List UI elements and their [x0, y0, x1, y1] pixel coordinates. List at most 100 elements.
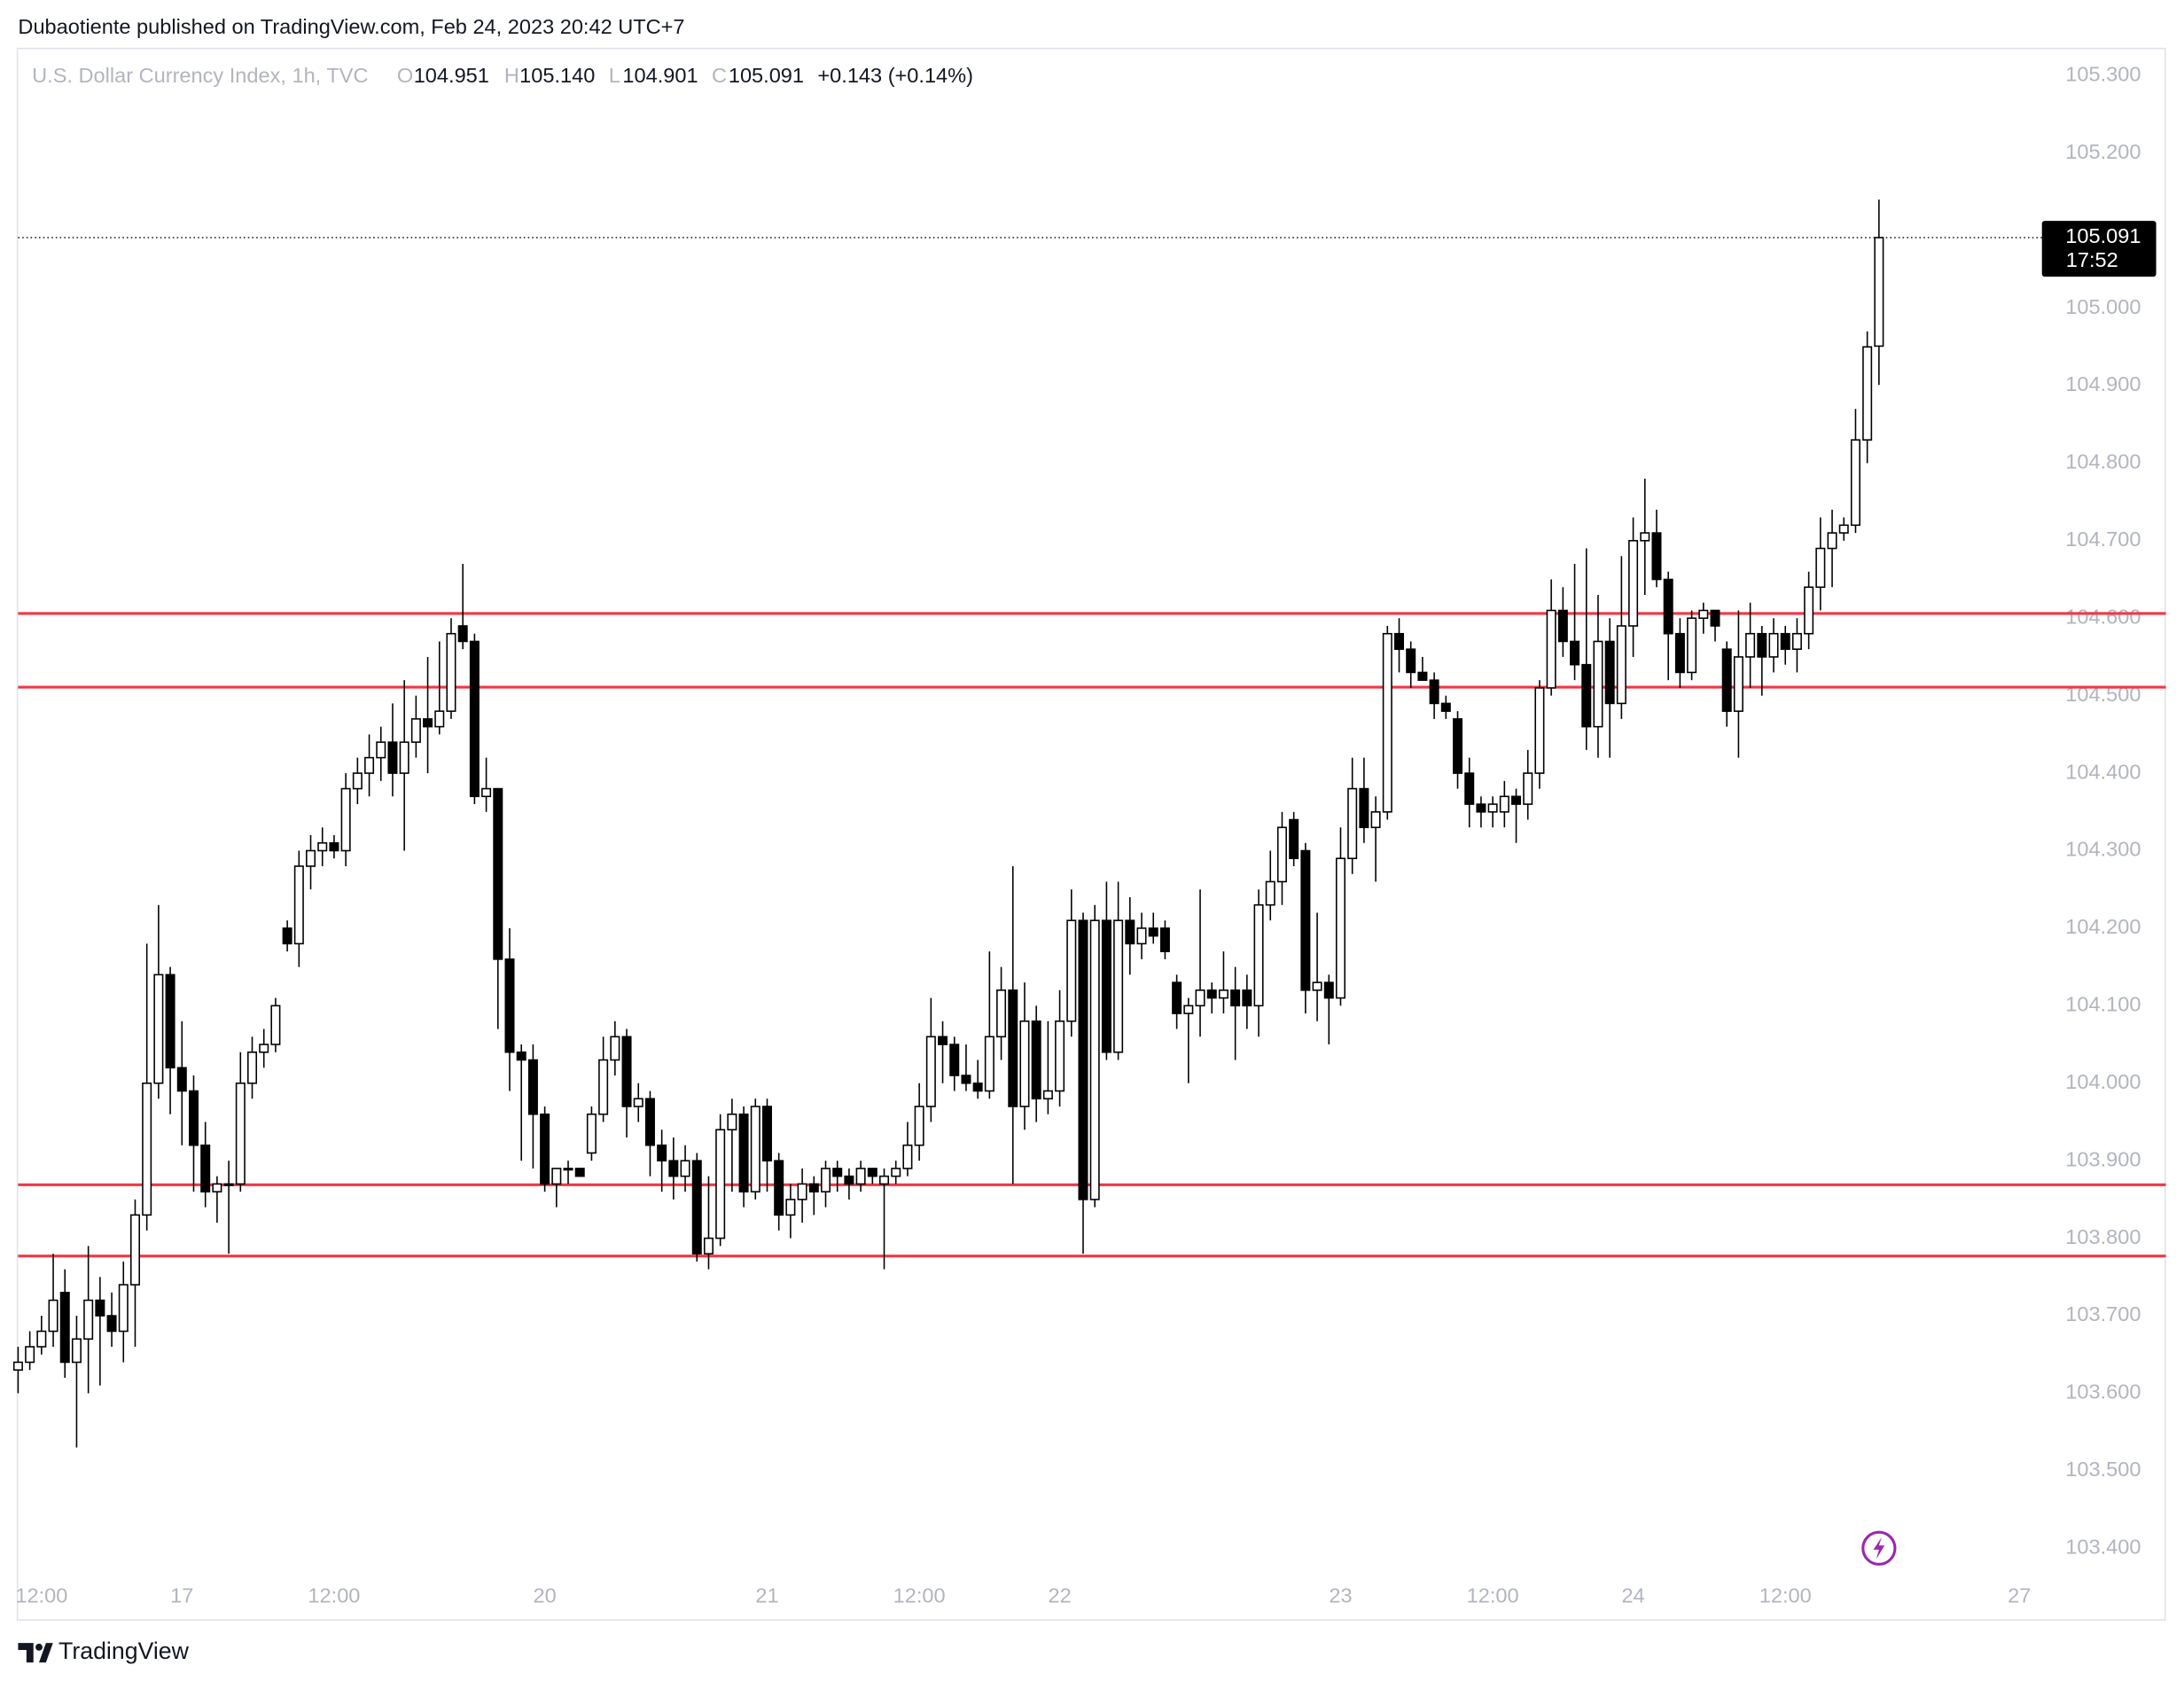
candle-body	[1055, 1020, 1065, 1092]
candle-body	[902, 1144, 913, 1169]
candle-body	[644, 1098, 655, 1146]
x-tick-label: 17	[170, 1584, 193, 1607]
candle-body	[200, 1144, 211, 1192]
candle-body	[657, 1144, 667, 1161]
candle-body	[1148, 927, 1158, 937]
candle-body	[118, 1284, 129, 1333]
candle-body	[1804, 586, 1814, 635]
y-tick-label: 104.100	[2065, 993, 2141, 1016]
candle-body	[1570, 640, 1580, 666]
candle-body	[1628, 540, 1639, 627]
candle-body	[1511, 795, 1522, 805]
published-line: Dubaotiente published on TradingView.com…	[18, 15, 684, 38]
candle-body	[340, 787, 351, 852]
candle-body	[1136, 927, 1147, 945]
candle-body	[188, 1090, 199, 1146]
legend-value: 105.140	[519, 64, 595, 87]
y-tick-label: 103.500	[2065, 1458, 2141, 1481]
candle-body	[1593, 640, 1603, 728]
legend-key: L	[609, 64, 620, 87]
candle-body	[797, 1183, 807, 1200]
candle-body	[83, 1299, 94, 1341]
icon-bolt[interactable]	[1873, 1536, 1885, 1560]
candle-body	[1406, 648, 1416, 674]
candle-body	[1335, 857, 1346, 999]
candle-body	[259, 1044, 269, 1053]
candle-body	[1440, 702, 1451, 712]
candle-body	[1698, 609, 1709, 620]
x-tick-label: 21	[755, 1584, 778, 1607]
candle-body	[1289, 818, 1299, 860]
symbol-title: U.S. Dollar Currency Index, 1h, TVC	[32, 64, 368, 87]
legend-value: 104.901	[622, 64, 698, 87]
last-price-label: 105.091	[2065, 224, 2141, 247]
candle-body	[282, 927, 292, 945]
y-tick-label: 104.200	[2065, 915, 2141, 938]
candle-body	[376, 741, 386, 759]
alert-icon[interactable]	[1861, 1530, 1897, 1566]
candle-body	[1663, 578, 1673, 635]
candle-body	[71, 1338, 82, 1364]
candle-body	[808, 1183, 819, 1192]
candle-body	[352, 772, 363, 790]
candle-body	[247, 1052, 258, 1084]
candle-body	[1066, 919, 1077, 1022]
candle-body	[1640, 532, 1650, 542]
candle-body	[1276, 826, 1287, 883]
icon-ring[interactable]	[1861, 1530, 1897, 1566]
candle-body	[891, 1168, 901, 1177]
legend-value: 104.951	[414, 64, 489, 87]
candle-body	[1791, 632, 1802, 650]
x-tick-label: 22	[1048, 1584, 1071, 1607]
x-tick-label: 23	[1329, 1584, 1352, 1607]
candle-body	[1523, 772, 1533, 805]
y-tick-label: 103.600	[2065, 1380, 2141, 1403]
logo-dot[interactable]	[35, 1643, 43, 1651]
x-tick-label: 27	[2008, 1584, 2031, 1607]
brand-name[interactable]: TradingView	[58, 1638, 190, 1664]
candle-body	[423, 718, 433, 728]
candle-body	[1218, 989, 1228, 999]
candle-body	[1323, 981, 1334, 999]
candle-body	[1206, 989, 1217, 999]
candle-body	[1687, 617, 1697, 674]
candle-body	[317, 841, 328, 852]
candle-body	[774, 1160, 784, 1216]
candle-body	[715, 1129, 726, 1239]
candle-body	[1008, 989, 1018, 1107]
candle-body	[1827, 532, 1837, 550]
candle-body	[961, 1075, 971, 1084]
candle-body	[1101, 919, 1112, 1053]
candle-body	[469, 640, 480, 798]
y-tick-label: 105.000	[2065, 295, 2141, 318]
candle-body	[293, 865, 304, 945]
candle-body	[1429, 679, 1439, 705]
candle-body	[1581, 663, 1592, 728]
logo-mark[interactable]	[18, 1643, 53, 1663]
candle-body	[434, 710, 445, 728]
candle-body	[1557, 609, 1568, 643]
candle-body	[574, 1168, 585, 1177]
candle-body	[668, 1160, 679, 1177]
candle-body	[598, 1059, 609, 1115]
candle-body	[1359, 787, 1369, 829]
candle-body	[984, 1036, 994, 1092]
candle-body	[610, 1036, 620, 1061]
candle-body	[329, 841, 339, 852]
candle-body	[586, 1113, 597, 1154]
candle-body	[855, 1168, 866, 1185]
y-tick-label: 103.700	[2065, 1302, 2141, 1325]
candle-body	[1125, 919, 1135, 945]
candle-body	[996, 989, 1007, 1038]
candle-body	[563, 1168, 573, 1171]
candle-body	[844, 1175, 854, 1185]
candle-body	[1183, 1005, 1194, 1014]
candle-body	[270, 1005, 281, 1045]
y-tick-label: 104.900	[2065, 372, 2141, 395]
candle-body	[457, 625, 468, 643]
brand-logo[interactable]: TradingView	[18, 1638, 190, 1664]
candle-body	[1195, 989, 1205, 1007]
candle-body	[1674, 632, 1685, 674]
